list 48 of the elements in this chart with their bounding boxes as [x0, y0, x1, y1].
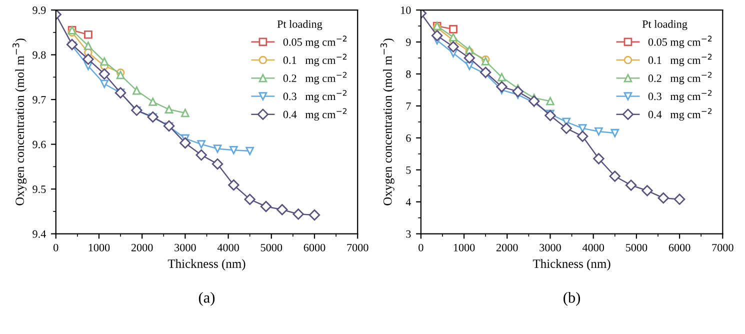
legend-label: 0.3 mg cm$^{−2}$ [648, 90, 712, 102]
y-tick-label: 6 [406, 134, 411, 142]
x-axis-title: Thickness (nm) [168, 259, 246, 270]
x-axis-title: Thickness (nm) [532, 259, 610, 270]
y-tick-label: 9 [406, 38, 411, 46]
y-tick-label: 9.9 [32, 6, 46, 14]
x-tick-label: 2000 [496, 244, 518, 252]
legend-title: Pt loading [277, 20, 322, 30]
y-tick-label: 10 [401, 6, 411, 14]
y-tick-label: 9.6 [32, 140, 46, 148]
x-tick-label: 0 [418, 244, 424, 252]
y-tick-label: 3 [406, 230, 411, 238]
text: (b) [564, 292, 580, 306]
legend-label: 0.3 mg cm$^{−2}$ [283, 90, 346, 102]
y-axis-title: Oxygen concentration (mol m$^{−3}$) [380, 38, 394, 206]
legend-label: 0.1 mg cm$^{−2}$ [283, 54, 346, 66]
legend-label: 0.2 mg cm$^{−2}$ [283, 72, 346, 84]
legend-label: 0.05 mg cm$^{−2}$ [648, 36, 712, 48]
x-tick-label: 1000 [88, 244, 110, 252]
x-tick-label: 6000 [304, 244, 326, 252]
x-tick-label: 5000 [260, 244, 282, 252]
legend-label: 0.4 mg cm$^{−2}$ [648, 108, 712, 121]
y-tick-label: 5 [406, 166, 411, 174]
y-tick-label: 9.5 [32, 186, 46, 194]
x-tick-label: 2000 [131, 244, 153, 252]
x-tick-label: 4000 [217, 244, 239, 252]
legend-title: Pt loading [642, 20, 688, 30]
x-tick-label: 3000 [174, 244, 196, 252]
y-tick-label: 9.4 [32, 230, 46, 238]
x-tick-label: 0 [54, 244, 58, 252]
y-tick-label: 7 [406, 102, 411, 110]
y-tick-label: 9.7 [32, 96, 46, 104]
y-tick-label: 8 [406, 70, 411, 78]
x-tick-label: 7000 [347, 244, 368, 252]
legend-label: 0.4 mg cm$^{−2}$ [283, 108, 346, 121]
x-tick-label: 4000 [582, 244, 604, 252]
y-tick-label: 9.8 [32, 51, 46, 59]
legend-label: 0.1 mg cm$^{−2}$ [648, 54, 712, 66]
legend-label: 0.2 mg cm$^{−2}$ [648, 72, 712, 84]
text: (a) [198, 292, 215, 306]
y-tick-label: 4 [406, 198, 412, 206]
y-axis-title: Oxygen concentration (mol m$^{−3}$) [12, 38, 27, 206]
x-tick-label: 6000 [668, 244, 690, 252]
x-tick-label: 1000 [454, 244, 475, 252]
x-tick-label: 3000 [540, 244, 561, 252]
legend-label: 0.05 mg cm$^{−2}$ [283, 36, 346, 48]
x-tick-label: 7000 [712, 244, 734, 252]
x-tick-label: 5000 [626, 244, 648, 252]
